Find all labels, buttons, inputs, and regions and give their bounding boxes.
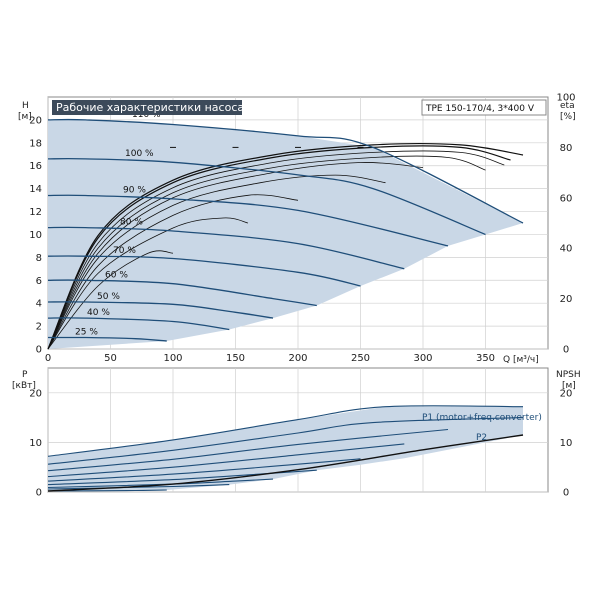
eta-tick-label: 0: [563, 345, 569, 356]
operating-region: [48, 119, 523, 350]
head-curve: [47, 157, 486, 236]
head-tick-label: 6: [36, 276, 42, 287]
power-axis-label: P: [22, 370, 28, 380]
power-tick-label: 0: [36, 488, 42, 499]
head-axis-unit: [м]: [18, 112, 32, 122]
head-curve: [47, 336, 167, 342]
eta-tick-label: 20: [560, 294, 573, 305]
x-tick-label: 50: [104, 353, 117, 364]
efficiency-curve: [47, 143, 524, 350]
eta-tick-label: 60: [560, 193, 573, 204]
power-curve: [47, 489, 167, 492]
head-curve: [47, 118, 524, 224]
efficiency-curve: [47, 250, 174, 350]
head-axis-label: H: [22, 101, 29, 111]
head-tick-label: 14: [29, 184, 42, 195]
npsh-axis-label: NPSH: [556, 370, 581, 380]
head-curve: [47, 194, 449, 247]
npsh-tick-label: 0: [563, 488, 569, 499]
speed-label: 25 %: [75, 328, 98, 338]
eta-tick-label: 100: [556, 93, 575, 104]
power-curve: [47, 458, 361, 482]
head-tick-label: 20: [29, 115, 42, 126]
pump-model: TPE 150-170/4, 3*400 V: [425, 104, 535, 114]
npsh-curve: [47, 434, 524, 492]
efficiency-curve: [47, 155, 486, 350]
power-curve: [47, 469, 317, 486]
speed-label: 100 %: [125, 149, 154, 159]
eta-tick-label: 80: [560, 143, 573, 154]
head-tick-label: 0: [36, 345, 42, 356]
x-tick-label: 350: [476, 353, 495, 364]
speed-label: 60 %: [105, 270, 128, 280]
power-curve: [47, 484, 230, 490]
head-tick-label: 18: [29, 138, 42, 149]
speed-label: 70 %: [113, 246, 136, 256]
flow-axis-label: Q [м³/ч]: [503, 355, 539, 365]
head-curve: [47, 255, 361, 287]
speed-label: 50 %: [97, 292, 120, 302]
x-tick-label: 300: [413, 353, 432, 364]
p1-legend: P1 (motor+freq.converter): [422, 413, 542, 423]
head-curve: [47, 317, 230, 331]
head-tick-label: 16: [29, 161, 42, 172]
title-box: [52, 100, 242, 115]
eta-tick-label: 40: [560, 244, 573, 255]
head-tick-label: 2: [36, 322, 42, 333]
efficiency-curve: [47, 162, 424, 350]
x-tick-label: 150: [226, 353, 245, 364]
head-tick-label: 4: [36, 299, 42, 310]
eta-axis-label: eta: [560, 101, 575, 111]
power-operating-region: [48, 406, 523, 491]
speed-label: 90 %: [123, 186, 146, 196]
efficiency-curves: [47, 143, 524, 350]
x-tick-label: 250: [351, 353, 370, 364]
power-curve: [47, 478, 274, 489]
efficiency-curve: [47, 145, 511, 350]
power-curves: [47, 405, 524, 492]
x-tick-label: 200: [288, 353, 307, 364]
x-tick-label: 0: [45, 353, 51, 364]
power-curve: [47, 443, 405, 478]
power-curve: [47, 417, 524, 465]
speed-label: 80 %: [120, 218, 143, 228]
power-axis-unit: [кВт]: [12, 381, 36, 391]
power-tick-label: 10: [29, 438, 42, 449]
axis-ticks: 0 50 100 150 200 250 300 3500246810121416182002…: [29, 93, 575, 499]
head-curve: [47, 226, 405, 270]
eta-axis-unit: [%]: [560, 112, 576, 122]
model-box: [421, 99, 547, 116]
npsh-line: [47, 434, 524, 492]
efficiency-curve: [47, 174, 386, 350]
speed-label: 40 %: [87, 308, 110, 318]
npsh-axis-unit: [м]: [562, 381, 576, 391]
head-curve: [47, 279, 317, 307]
npsh-tick-label: 10: [560, 438, 573, 449]
efficiency-curve: [47, 194, 299, 350]
p2-legend: P2: [476, 433, 487, 443]
x-tick-label: 100: [163, 353, 182, 364]
head-tick-label: 8: [36, 253, 42, 264]
power-curve: [47, 428, 449, 472]
npsh-tick-label: 20: [560, 388, 573, 399]
chart-title: Рабочие характеристики насоса: [56, 101, 244, 114]
head-tick-label: 10: [29, 230, 42, 241]
power-curve: [47, 405, 524, 457]
head-curve: [47, 301, 274, 319]
efficiency-curve: [47, 150, 505, 350]
power-tick-label: 20: [29, 388, 42, 399]
head-curves: [47, 118, 524, 342]
head-tick-label: 12: [29, 207, 42, 218]
